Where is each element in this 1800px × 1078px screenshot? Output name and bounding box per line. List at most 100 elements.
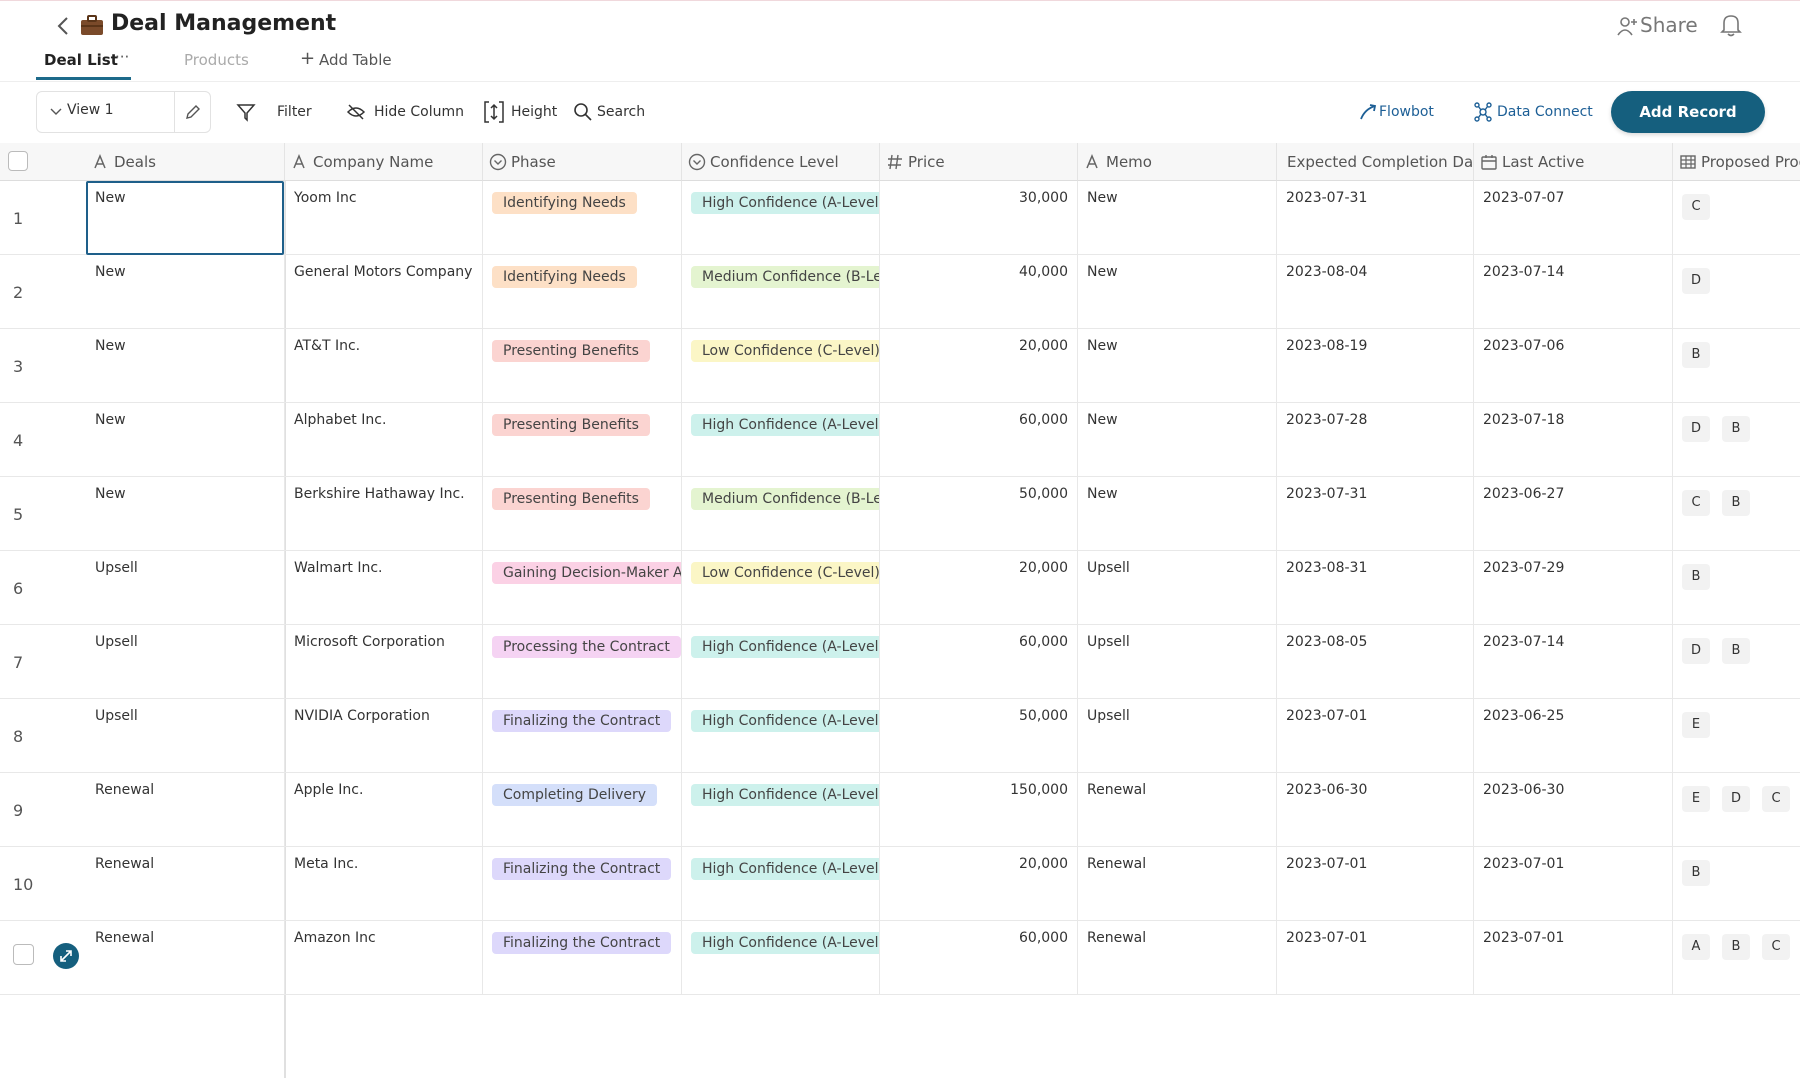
column-title: Memo [1106, 152, 1152, 171]
row-number: 10 [13, 875, 34, 894]
memo-cell: Upsell [1078, 551, 1277, 625]
add-icon[interactable]: + [300, 48, 316, 69]
company-cell: Microsoft Corporation [285, 625, 483, 699]
phase-cell: Finalizing the Contract [483, 921, 682, 995]
column-header[interactable]: Deals [86, 143, 285, 181]
column-header[interactable]: Confidence Level [682, 143, 880, 181]
column-header[interactable]: Price [880, 143, 1078, 181]
tab-menu[interactable]: ··· [115, 48, 130, 66]
column-header[interactable]: Expected Completion Date [1277, 143, 1474, 181]
memo-text: Renewal [1087, 782, 1147, 798]
memo-text: New [1087, 486, 1118, 502]
edit-icon[interactable] [184, 103, 202, 121]
expected-text: 2023-07-31 [1286, 486, 1368, 502]
flowbot-button[interactable]: Flowbot [1379, 104, 1434, 120]
height-button[interactable]: Height [511, 104, 558, 120]
column-header[interactable]: Phase [483, 143, 682, 181]
price-cell: 60,000 [880, 403, 1078, 477]
hide-column-button[interactable]: Hide Column [374, 104, 464, 120]
search-icon[interactable] [573, 102, 593, 122]
column-title: Proposed Products [1701, 152, 1800, 171]
frozen-divider [284, 143, 286, 1078]
column-icon [489, 153, 507, 170]
column-icon [888, 154, 902, 169]
view-name[interactable]: View 1 [67, 102, 114, 118]
memo-cell: New [1078, 403, 1277, 477]
last_active-cell: 2023-07-01 [1474, 847, 1673, 921]
filter-icon[interactable] [236, 102, 256, 122]
expand-record-button[interactable] [53, 943, 79, 969]
company-cell: Alphabet Inc. [285, 403, 483, 477]
confidence-cell: High Confidence (A-Level) [682, 181, 880, 255]
column-header[interactable]: Proposed Products [1673, 143, 1800, 181]
column-header[interactable]: Company Name [285, 143, 483, 181]
deals-text: New [95, 338, 126, 354]
deals-text: Renewal [95, 856, 155, 872]
products-cell: D [1673, 255, 1800, 329]
deals-text: Renewal [95, 782, 155, 798]
tab[interactable]: Products [184, 51, 249, 69]
data-connect-button[interactable]: Data Connect [1497, 104, 1593, 120]
last_active-text: 2023-07-29 [1483, 560, 1565, 576]
confidence-tag: High Confidence (A-Level) [691, 636, 879, 658]
deals-text: Upsell [95, 634, 138, 650]
price-text: 20,000 [1019, 856, 1068, 872]
share-icon[interactable] [1617, 15, 1639, 37]
hide-icon[interactable] [346, 102, 366, 122]
deals-text: New [95, 412, 126, 428]
last_active-cell: 2023-07-01 [1474, 921, 1673, 995]
price-cell: 150,000 [880, 773, 1078, 847]
tab-add[interactable]: Add Table [319, 51, 392, 69]
expected-cell: 2023-07-31 [1277, 181, 1474, 255]
memo-cell: Renewal [1078, 773, 1277, 847]
divider [174, 92, 175, 132]
product-chip: E [1682, 786, 1710, 812]
filter-button[interactable]: Filter [277, 104, 312, 120]
data-connect-icon[interactable] [1473, 101, 1493, 123]
briefcase-icon [81, 15, 103, 35]
search-button[interactable]: Search [597, 104, 646, 120]
memo-text: New [1087, 412, 1118, 428]
products-cell: B [1673, 847, 1800, 921]
phase-tag: Finalizing the Contract [492, 858, 672, 880]
tab-underline [36, 77, 131, 80]
flowbot-icon[interactable] [1359, 103, 1377, 121]
memo-text: Upsell [1087, 560, 1130, 576]
product-chip: C [1682, 194, 1710, 220]
column-header[interactable]: Last Active [1474, 143, 1673, 181]
row-checkbox[interactable] [13, 944, 34, 965]
confidence-cell: High Confidence (A-Level) [682, 403, 880, 477]
expected-cell: 2023-08-04 [1277, 255, 1474, 329]
row-number-cell [0, 921, 86, 995]
memo-text: New [1087, 190, 1118, 206]
last_active-text: 2023-07-01 [1483, 930, 1565, 946]
column-title: Price [908, 152, 945, 171]
product-chip: C [1762, 934, 1790, 960]
last_active-cell: 2023-07-14 [1474, 255, 1673, 329]
tab-active[interactable]: Deal List [44, 51, 118, 69]
confidence-tag: High Confidence (A-Level) [691, 932, 879, 954]
bell-icon[interactable] [1720, 13, 1742, 37]
column-header[interactable]: Memo [1078, 143, 1277, 181]
company-cell: Yoom Inc [285, 181, 483, 255]
add-record-button[interactable]: Add Record [1611, 91, 1765, 133]
phase-cell: Gaining Decision-Maker Approval [483, 551, 682, 625]
deals-cell: Renewal [86, 921, 285, 995]
last_active-cell: 2023-07-14 [1474, 625, 1673, 699]
select-all-checkbox[interactable] [8, 151, 28, 171]
company-cell: AT&T Inc. [285, 329, 483, 403]
last_active-cell: 2023-06-30 [1474, 773, 1673, 847]
share-button[interactable]: Share [1640, 13, 1698, 37]
expected-cell: 2023-08-19 [1277, 329, 1474, 403]
deals-cell: Renewal [86, 847, 285, 921]
phase-cell: Finalizing the Contract [483, 847, 682, 921]
chevron-icon [50, 108, 62, 115]
product-chip: B [1722, 416, 1750, 442]
back-icon[interactable] [56, 15, 70, 37]
expected-cell: 2023-07-31 [1277, 477, 1474, 551]
row-number-cell [0, 551, 86, 625]
row-number: 4 [13, 431, 24, 450]
height-icon[interactable] [483, 100, 505, 124]
view-selector[interactable] [36, 91, 211, 133]
